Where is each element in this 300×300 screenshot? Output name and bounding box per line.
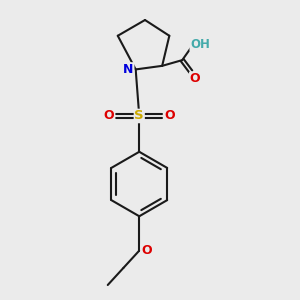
Text: O: O <box>164 110 175 122</box>
Text: N: N <box>123 63 134 76</box>
Text: O: O <box>190 72 200 85</box>
Text: O: O <box>104 110 115 122</box>
Text: O: O <box>141 244 152 257</box>
Text: S: S <box>134 110 144 122</box>
Text: OH: OH <box>190 38 210 51</box>
